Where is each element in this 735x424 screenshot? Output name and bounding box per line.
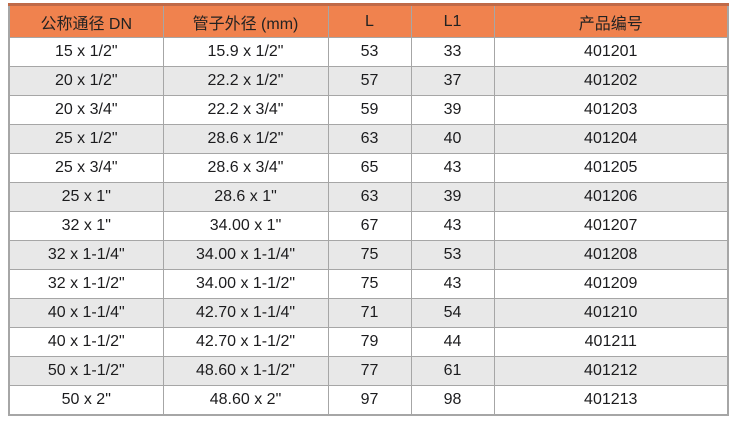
table-cell: 28.6 x 3/4" <box>162 153 329 183</box>
table-cell: 22.2 x 3/4" <box>162 95 329 125</box>
table-cell: 71 <box>327 298 412 328</box>
table-row: 32 x 1-1/2" 34.00 x 1-1/2" 75 43 401209 <box>8 269 729 299</box>
table-cell: 53 <box>410 240 495 270</box>
table-cell: 42.70 x 1-1/2" <box>162 327 329 357</box>
table-cell: 22.2 x 1/2" <box>162 66 329 96</box>
table-row: 50 x 2" 48.60 x 2" 97 98 401213 <box>8 385 729 416</box>
table-cell: 61 <box>410 356 495 386</box>
table-cell: 75 <box>327 269 412 299</box>
table-cell: 34.00 x 1-1/2" <box>162 269 329 299</box>
table-cell: 53 <box>327 37 412 67</box>
table-cell: 401211 <box>493 327 729 357</box>
table-row: 25 x 1/2" 28.6 x 1/2" 63 40 401204 <box>8 124 729 154</box>
header-cell-pipe-outer-diameter: 管子外径 (mm) <box>162 3 329 38</box>
table-cell: 32 x 1-1/2" <box>8 269 164 299</box>
table-cell: 98 <box>410 385 495 416</box>
table-cell: 54 <box>410 298 495 328</box>
table-cell: 34.00 x 1-1/4" <box>162 240 329 270</box>
table-cell: 401206 <box>493 182 729 212</box>
table-cell: 20 x 1/2" <box>8 66 164 96</box>
table-cell: 15.9 x 1/2" <box>162 37 329 67</box>
table-cell: 75 <box>327 240 412 270</box>
table-cell: 32 x 1" <box>8 211 164 241</box>
table-body: 15 x 1/2" 15.9 x 1/2" 53 33 401201 20 x 1/2" 2… <box>8 37 729 416</box>
table-cell: 28.6 x 1/2" <box>162 124 329 154</box>
table-row: 25 x 1" 28.6 x 1" 63 39 401206 <box>8 182 729 212</box>
table-row: 50 x 1-1/2" 48.60 x 1-1/2" 77 61 401212 <box>8 356 729 386</box>
header-cell-l1: L1 <box>410 3 495 38</box>
table-cell: 37 <box>410 66 495 96</box>
table-cell: 48.60 x 1-1/2" <box>162 356 329 386</box>
table-row: 20 x 3/4" 22.2 x 3/4" 59 39 401203 <box>8 95 729 125</box>
table-cell: 57 <box>327 66 412 96</box>
table-cell: 28.6 x 1" <box>162 182 329 212</box>
header-cell-l: L <box>327 3 412 38</box>
table-header: 公称通径 DN 管子外径 (mm) L L1 产品编号 <box>8 3 729 38</box>
table-cell: 43 <box>410 153 495 183</box>
table-cell: 25 x 1/2" <box>8 124 164 154</box>
table-cell: 40 <box>410 124 495 154</box>
table-cell: 401208 <box>493 240 729 270</box>
table-cell: 39 <box>410 95 495 125</box>
table-row: 32 x 1" 34.00 x 1" 67 43 401207 <box>8 211 729 241</box>
table-cell: 44 <box>410 327 495 357</box>
table-row: 25 x 3/4" 28.6 x 3/4" 65 43 401205 <box>8 153 729 183</box>
table-cell: 25 x 3/4" <box>8 153 164 183</box>
table-cell: 401212 <box>493 356 729 386</box>
table-cell: 32 x 1-1/4" <box>8 240 164 270</box>
table-cell: 77 <box>327 356 412 386</box>
table-row: 20 x 1/2" 22.2 x 1/2" 57 37 401202 <box>8 66 729 96</box>
table-cell: 401209 <box>493 269 729 299</box>
table-cell: 65 <box>327 153 412 183</box>
table-cell: 25 x 1" <box>8 182 164 212</box>
table-cell: 42.70 x 1-1/4" <box>162 298 329 328</box>
table-cell: 43 <box>410 269 495 299</box>
table-cell: 79 <box>327 327 412 357</box>
table-cell: 401205 <box>493 153 729 183</box>
table-cell: 401201 <box>493 37 729 67</box>
product-spec-table: 公称通径 DN 管子外径 (mm) L L1 产品编号 15 x 1/2" 15.… <box>8 3 729 416</box>
header-row: 公称通径 DN 管子外径 (mm) L L1 产品编号 <box>8 3 729 38</box>
table-cell: 50 x 2" <box>8 385 164 416</box>
table-cell: 401202 <box>493 66 729 96</box>
table-row: 40 x 1-1/4" 42.70 x 1-1/4" 71 54 401210 <box>8 298 729 328</box>
table-cell: 59 <box>327 95 412 125</box>
header-cell-product-code: 产品编号 <box>493 3 729 38</box>
table-cell: 48.60 x 2" <box>162 385 329 416</box>
table-cell: 67 <box>327 211 412 241</box>
table-cell: 40 x 1-1/2" <box>8 327 164 357</box>
table-cell: 40 x 1-1/4" <box>8 298 164 328</box>
table-row: 32 x 1-1/4" 34.00 x 1-1/4" 75 53 401208 <box>8 240 729 270</box>
table-cell: 63 <box>327 182 412 212</box>
table-cell: 401213 <box>493 385 729 416</box>
table-cell: 39 <box>410 182 495 212</box>
table-cell: 43 <box>410 211 495 241</box>
table-cell: 401203 <box>493 95 729 125</box>
table-row: 40 x 1-1/2" 42.70 x 1-1/2" 79 44 401211 <box>8 327 729 357</box>
table-cell: 97 <box>327 385 412 416</box>
table-cell: 401204 <box>493 124 729 154</box>
table-cell: 15 x 1/2" <box>8 37 164 67</box>
table-cell: 33 <box>410 37 495 67</box>
table-cell: 50 x 1-1/2" <box>8 356 164 386</box>
table-cell: 20 x 3/4" <box>8 95 164 125</box>
header-cell-nominal-diameter: 公称通径 DN <box>8 3 164 38</box>
table-cell: 401207 <box>493 211 729 241</box>
product-spec-table-wrapper: 公称通径 DN 管子外径 (mm) L L1 产品编号 15 x 1/2" 15.… <box>8 3 729 416</box>
table-cell: 34.00 x 1" <box>162 211 329 241</box>
table-cell: 401210 <box>493 298 729 328</box>
table-row: 15 x 1/2" 15.9 x 1/2" 53 33 401201 <box>8 37 729 67</box>
table-cell: 63 <box>327 124 412 154</box>
